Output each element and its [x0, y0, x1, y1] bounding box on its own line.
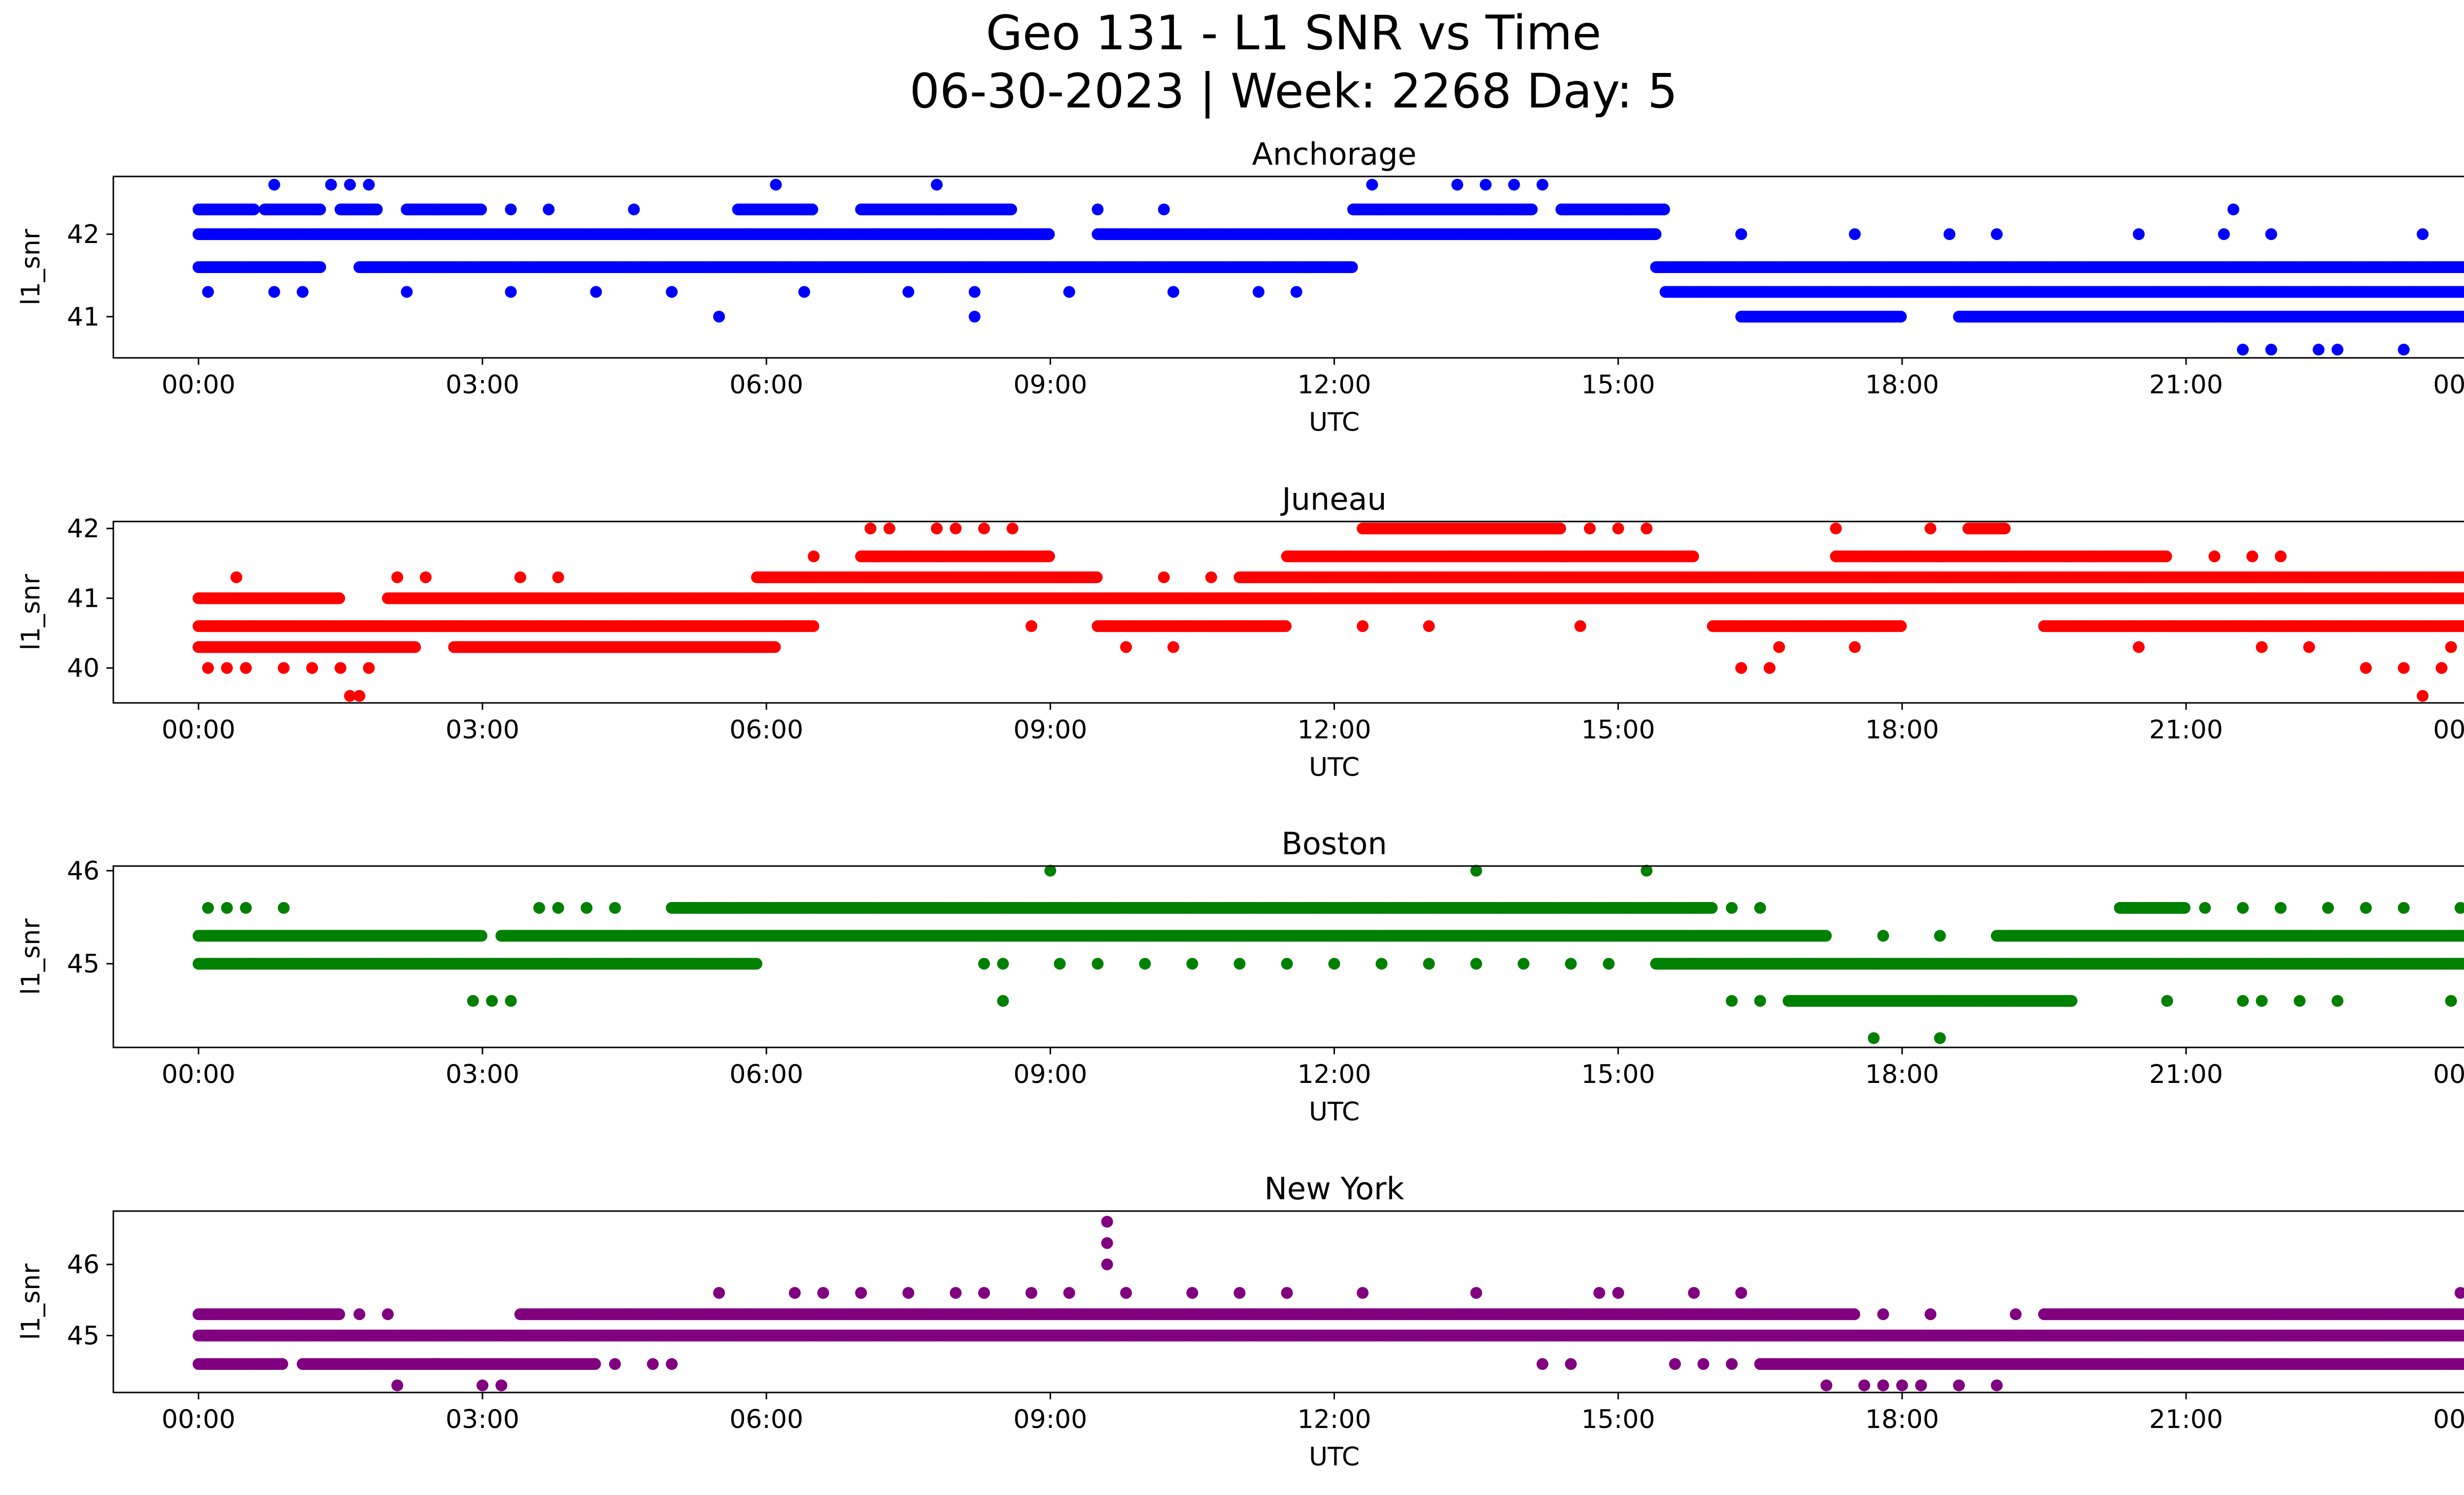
- data-point: [543, 203, 555, 215]
- data-point: [1451, 178, 1464, 191]
- data-point: [1346, 261, 1358, 273]
- data-point: [2417, 228, 2429, 241]
- data-points-anchorage: [192, 178, 2464, 356]
- data-point: [1658, 203, 1670, 215]
- data-point: [1649, 228, 1662, 241]
- data-point: [2160, 550, 2172, 562]
- data-point: [1092, 203, 1104, 215]
- data-point: [1537, 178, 1548, 191]
- data-point: [2133, 228, 2145, 241]
- data-point: [2227, 203, 2239, 215]
- data-point: [1158, 203, 1170, 215]
- data-point: [798, 286, 810, 298]
- figure-title-line1: Geo 131 - L1 SNR vs Time: [986, 5, 1602, 61]
- x-tick-label: 03:00: [445, 370, 519, 400]
- data-point: [505, 203, 517, 215]
- data-point: [1366, 178, 1378, 191]
- x-tick-label: 00:00: [2433, 370, 2464, 400]
- data-point: [2331, 344, 2344, 356]
- data-point: [1687, 550, 1699, 562]
- data-point: [968, 286, 981, 298]
- data-point: [475, 203, 487, 215]
- data-point: [2397, 344, 2410, 356]
- figure-title-line2: 06-30-2023 | Week: 2268 Day: 5: [910, 64, 1678, 119]
- data-point: [1990, 228, 2003, 241]
- data-point: [363, 178, 375, 191]
- data-point: [1290, 286, 1302, 298]
- data-point: [1043, 228, 1055, 241]
- data-point: [2218, 228, 2230, 241]
- data-point: [1526, 203, 1538, 215]
- x-tick-label: 15:00: [1581, 370, 1655, 400]
- x-tick-label: 21:00: [2149, 370, 2223, 400]
- data-point: [628, 203, 640, 215]
- data-point: [1063, 286, 1075, 298]
- x-tick-label: 00:00: [162, 370, 236, 400]
- data-point: [1508, 178, 1520, 191]
- data-point: [202, 286, 214, 298]
- data-point: [1554, 522, 1566, 535]
- data-point: [1848, 228, 1861, 241]
- y-axis-label: l1_snr: [16, 229, 46, 306]
- data-point: [713, 311, 725, 323]
- data-point: [1895, 311, 1907, 323]
- data-point: [268, 178, 280, 191]
- data-point: [806, 203, 819, 215]
- data-point: [1252, 286, 1265, 298]
- data-point: [1479, 178, 1492, 191]
- data-point: [2265, 344, 2277, 356]
- data-point: [505, 286, 517, 298]
- data-point: [902, 286, 915, 298]
- data-point: [344, 178, 356, 191]
- x-tick-label: 18:00: [1865, 370, 1939, 400]
- data-point: [268, 286, 280, 298]
- subplot-title-anchorage: Anchorage: [1252, 136, 1416, 172]
- data-point: [1167, 286, 1179, 298]
- x-axis-label: UTC: [1309, 408, 1360, 437]
- data-point: [2237, 344, 2249, 356]
- panel-anchorage: 00:00 03:00 06:00 09:00 12:00 15:00 18:00 21:00…: [16, 136, 2464, 437]
- data-point: [930, 178, 943, 191]
- data-point: [1091, 571, 1103, 584]
- subplots: 00:00 03:00 06:00 09:00 12:00 15:00 18:00 21:00…: [16, 136, 2464, 1472]
- data-point: [401, 286, 413, 298]
- data-point: [1005, 203, 1017, 215]
- data-point: [770, 178, 782, 191]
- data-point: [371, 203, 383, 215]
- y-tick-label: 42: [67, 220, 100, 249]
- data-point: [2265, 228, 2277, 241]
- data-point: [1999, 522, 2011, 535]
- data-point: [1043, 550, 1055, 562]
- data-point: [314, 203, 326, 215]
- x-tick-label: 06:00: [729, 370, 803, 400]
- data-point: [590, 286, 602, 298]
- data-point: [297, 286, 309, 298]
- data-point: [314, 261, 326, 273]
- data-point: [1943, 228, 1955, 241]
- data-point: [968, 311, 981, 323]
- y-tick-label: 41: [67, 302, 100, 332]
- data-point: [666, 286, 678, 298]
- data-point: [1735, 228, 1747, 241]
- x-tick-label: 12:00: [1298, 370, 1371, 400]
- data-point: [2312, 344, 2325, 356]
- data-point: [325, 178, 337, 191]
- x-tick-label: 09:00: [1013, 370, 1087, 400]
- data-point: [248, 203, 260, 215]
